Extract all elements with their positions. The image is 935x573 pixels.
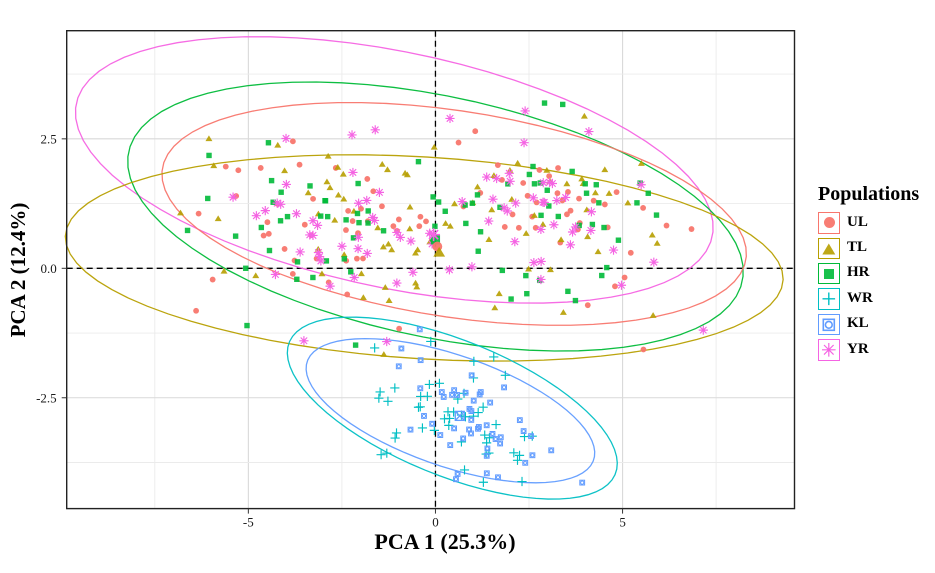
svg-text:0: 0 bbox=[432, 515, 439, 530]
svg-text:-5: -5 bbox=[243, 515, 254, 530]
svg-text:-2.5: -2.5 bbox=[36, 390, 57, 405]
svg-text:5: 5 bbox=[619, 515, 626, 530]
svg-text:2.5: 2.5 bbox=[40, 131, 56, 146]
svg-text:0.0: 0.0 bbox=[40, 261, 56, 276]
